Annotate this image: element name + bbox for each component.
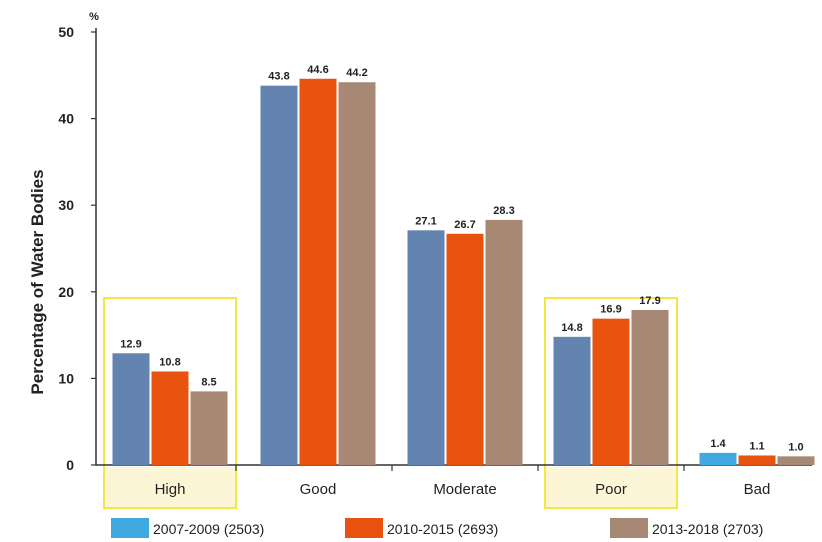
bar-moderate-series-1 [407,230,445,465]
highlight-box-high [103,297,237,509]
highlight-label-bg-poor [546,467,676,507]
data-label: 8.5 [201,376,216,388]
legend-label: 2007-2009 (2503) [153,521,264,537]
legend-label: 2010-2015 (2693) [387,521,498,537]
y-tick-label: 50 [58,24,74,40]
data-label: 26.7 [454,219,475,231]
y-axis-unit: % [89,11,99,23]
bar-poor-series-3 [631,309,669,465]
bar-high-series-1 [112,353,150,465]
y-tick-label: 0 [66,457,74,473]
legend-label: 2013-2018 (2703) [652,521,763,537]
y-tick-label: 40 [58,111,74,127]
legend-swatch [111,518,149,538]
y-tick-label: 20 [58,284,74,300]
bar-high-series-2 [151,371,189,465]
y-axis-label: Percentage of Water Bodies [28,169,47,394]
legend-swatch [345,518,383,538]
data-label: 1.0 [788,441,803,453]
data-label: 12.9 [120,338,141,350]
data-label: 10.8 [159,356,180,368]
data-label: 16.9 [600,304,621,316]
bar-poor-series-2 [592,318,630,465]
legend: 2007-2009 (2503) 2010-2015 (2693) 2013-201… [111,518,763,538]
highlight-boxes [103,297,678,509]
bar-good-series-1 [260,85,298,465]
data-label: 43.8 [268,71,289,83]
category-label: Bad [744,481,771,498]
bar-bad-series-1 [699,452,737,465]
highlight-box-poor [544,297,678,509]
bar-bad-series-2 [738,455,776,465]
category-label: Moderate [433,481,496,498]
data-label: 28.3 [493,205,514,217]
bar-moderate-series-3 [485,219,523,465]
category-labels: High Good Moderate Poor Bad [155,481,771,498]
highlight-label-bg-high [105,467,235,507]
y-tick-label: 30 [58,197,74,213]
data-label: 1.4 [710,438,726,450]
category-label: Poor [595,481,627,498]
y-tick-label: 10 [58,370,74,386]
bar-high-series-3 [190,391,228,465]
bar-good-series-2 [299,78,337,465]
category-label: High [155,481,186,498]
bar-moderate-series-2 [446,233,484,465]
data-labels: 12.9 43.8 27.1 14.8 1.4 10.8 44.6 26.7 16.9 1.1 8.… [120,64,803,454]
data-label: 44.6 [307,64,328,76]
data-label: 17.9 [639,295,660,307]
data-label: 27.1 [415,215,436,227]
data-label: 44.2 [346,67,367,79]
category-label: Good [300,481,337,498]
bars [112,78,815,465]
bar-bad-series-3 [777,456,815,465]
legend-swatch [610,518,648,538]
bar-good-series-3 [338,82,376,465]
bar-poor-series-1 [553,336,591,465]
data-label: 14.8 [561,322,582,334]
data-label: 1.1 [749,440,764,452]
